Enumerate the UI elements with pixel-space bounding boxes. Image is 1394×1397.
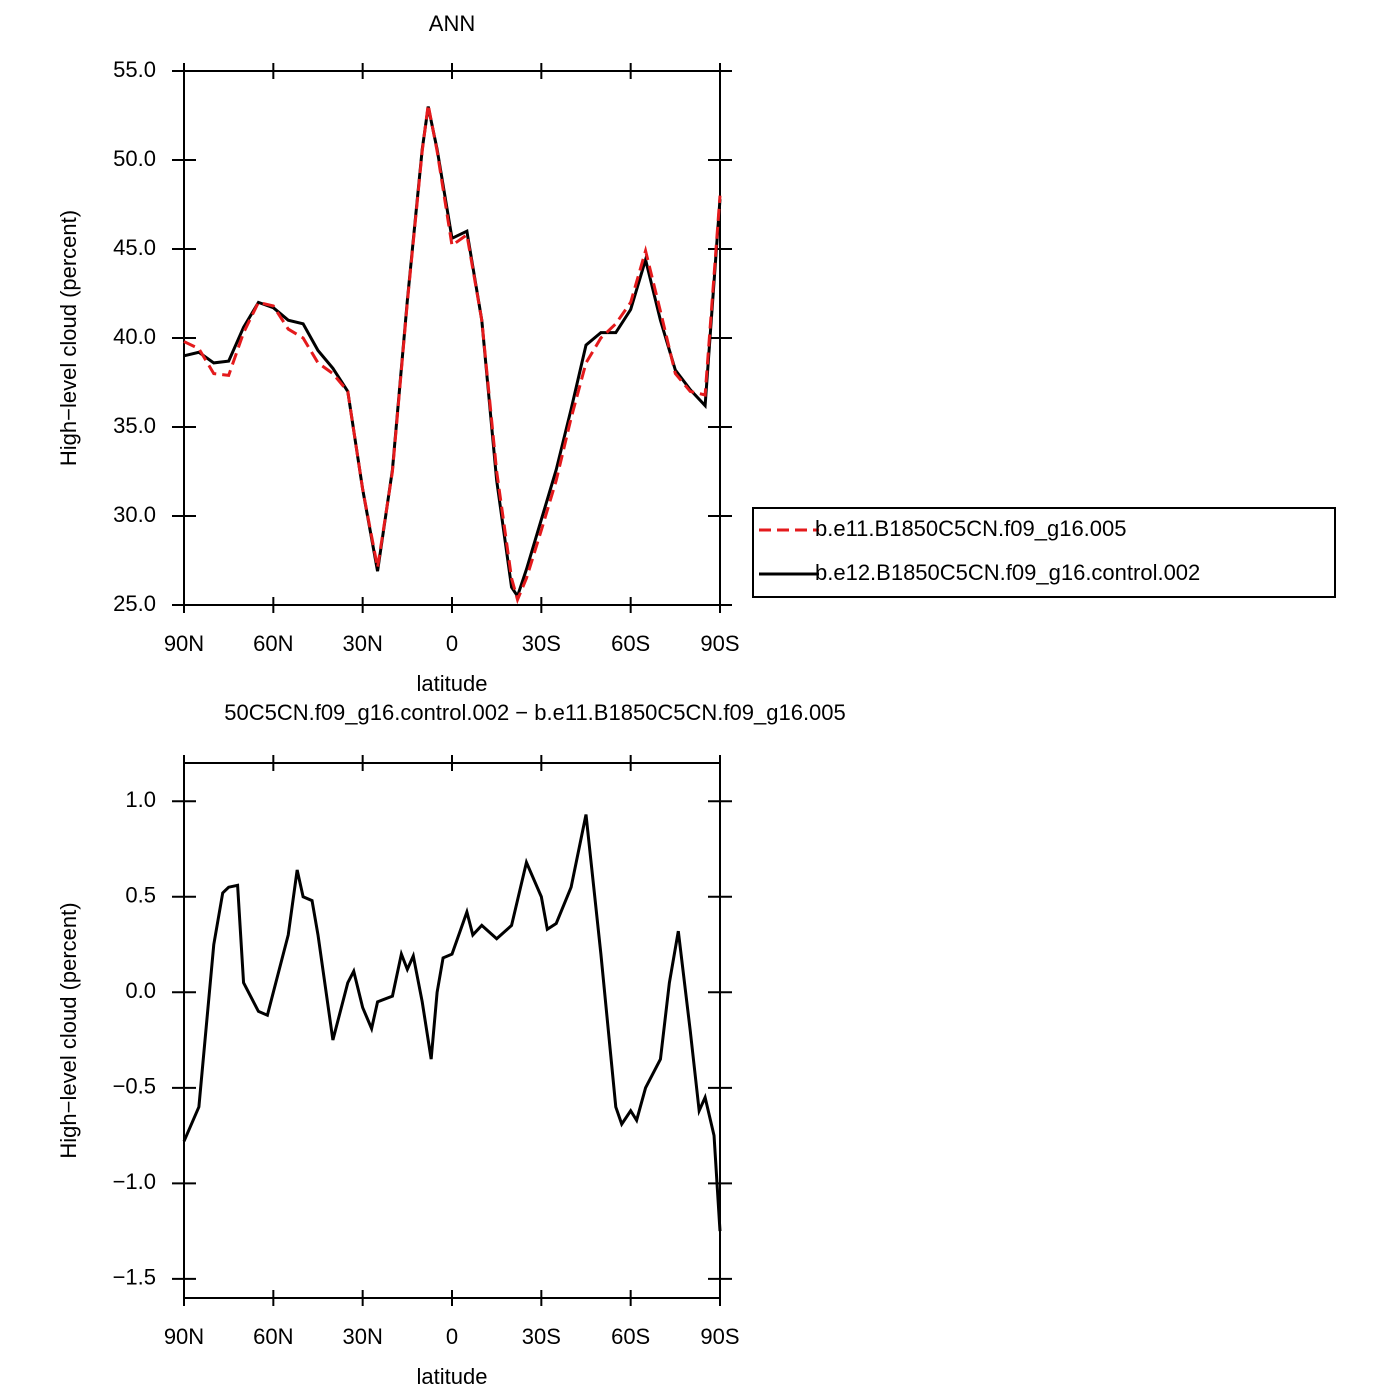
data-line bbox=[183, 106, 722, 600]
y-tick-label: 55.0 bbox=[113, 57, 156, 82]
x-tick-label: 30S bbox=[522, 631, 561, 656]
y-tick-label: 0.0 bbox=[125, 978, 156, 1003]
x-tick-label: 90S bbox=[700, 631, 739, 656]
data-line bbox=[183, 104, 722, 605]
x-tick-label: 60N bbox=[253, 631, 293, 656]
x-tick-label: 30S bbox=[522, 1324, 561, 1349]
legend-label: b.e11.B1850C5CN.f09_g16.005 bbox=[815, 516, 1127, 541]
y-tick-label: −1.5 bbox=[113, 1265, 156, 1290]
x-tick-label: 0 bbox=[446, 1324, 458, 1349]
x-tick-label: 90N bbox=[164, 631, 204, 656]
x-tick-label: 90S bbox=[700, 1324, 739, 1349]
x-tick-label: 90N bbox=[164, 1324, 204, 1349]
legend-box bbox=[752, 507, 1336, 598]
x-tick-label: 60S bbox=[611, 631, 650, 656]
x-tick-label: 60S bbox=[611, 1324, 650, 1349]
y-tick-label: 1.0 bbox=[125, 787, 156, 812]
x-axis-label: latitude bbox=[417, 671, 488, 696]
x-axis-label: latitude bbox=[417, 1364, 488, 1389]
y-tick-label: 45.0 bbox=[113, 235, 156, 260]
y-tick-label: 35.0 bbox=[113, 413, 156, 438]
y-axis-label: High−level cloud (percent) bbox=[56, 902, 81, 1158]
y-tick-label: 30.0 bbox=[113, 502, 156, 527]
y-axis-label: High−level cloud (percent) bbox=[56, 210, 81, 466]
plot-frame bbox=[183, 762, 721, 1299]
y-tick-label: 50.0 bbox=[113, 146, 156, 171]
chart-title: ANN bbox=[429, 11, 475, 36]
x-tick-label: 60N bbox=[253, 1324, 293, 1349]
y-tick-label: −1.0 bbox=[113, 1169, 156, 1194]
plot-frame bbox=[183, 70, 721, 606]
legend-label: b.e12.B1850C5CN.f09_g16.control.002 bbox=[815, 560, 1200, 585]
y-tick-label: 25.0 bbox=[113, 591, 156, 616]
y-tick-label: 0.5 bbox=[125, 883, 156, 908]
x-tick-label: 0 bbox=[446, 631, 458, 656]
chart-title: 50C5CN.f09_g16.control.002 − b.e11.B1850… bbox=[224, 700, 846, 725]
x-tick-label: 30N bbox=[342, 631, 382, 656]
data-line bbox=[182, 814, 722, 1232]
x-tick-label: 30N bbox=[342, 1324, 382, 1349]
y-tick-label: 40.0 bbox=[113, 324, 156, 349]
y-tick-label: −0.5 bbox=[113, 1074, 156, 1099]
